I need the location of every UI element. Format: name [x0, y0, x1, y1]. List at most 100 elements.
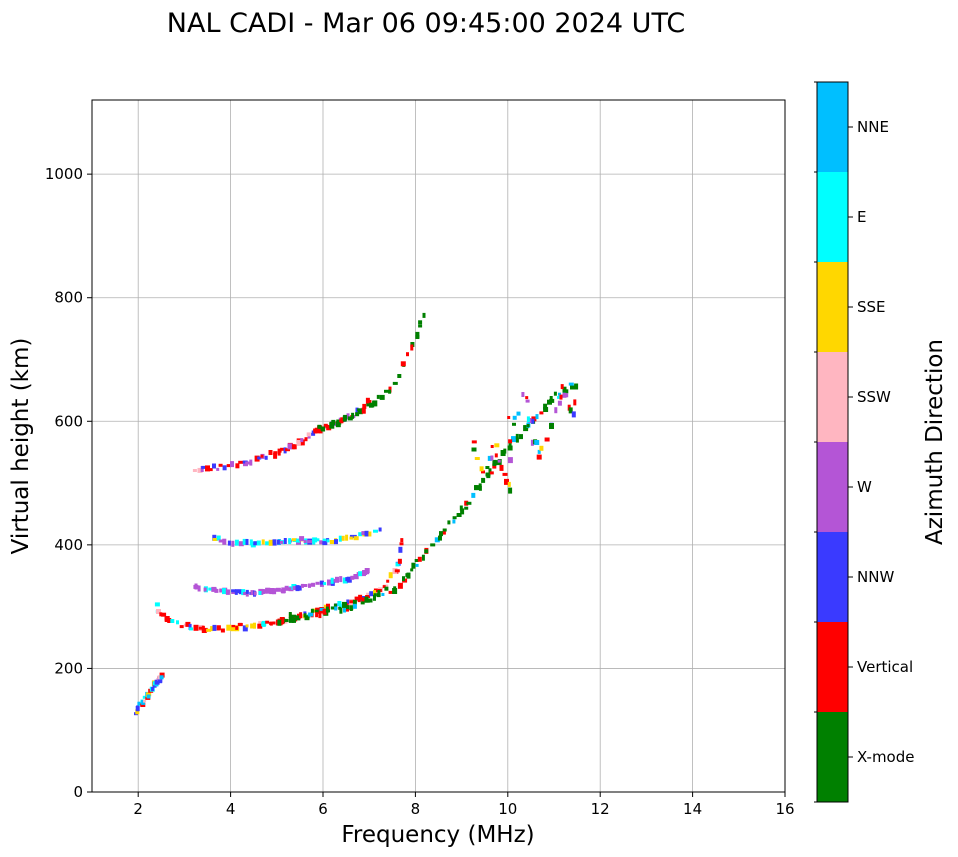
echo-point: [536, 454, 542, 460]
echo-point: [508, 487, 513, 494]
echo-point: [310, 608, 314, 613]
echo-point: [364, 596, 369, 603]
echo-point: [347, 416, 353, 421]
colorbar-label: Azimuth Direction: [922, 339, 948, 545]
echo-point: [193, 584, 199, 589]
echo-point: [280, 540, 283, 544]
echo-point: [516, 411, 521, 416]
echo-point: [526, 424, 530, 427]
echo-point: [226, 464, 231, 468]
echo-point: [351, 412, 355, 419]
echo-point: [478, 485, 482, 491]
echo-point: [421, 554, 425, 561]
echo-point: [557, 395, 561, 399]
echo-point: [519, 434, 523, 440]
echo-point: [504, 478, 509, 485]
echo-point: [549, 423, 554, 429]
echo-point: [335, 576, 339, 583]
echo-point: [362, 403, 367, 409]
echo-point: [415, 331, 420, 338]
echo-point: [273, 452, 278, 459]
x-tick-label: 2: [133, 800, 143, 818]
echo-point: [471, 447, 477, 452]
echo-point: [206, 628, 212, 632]
echo-point: [515, 437, 519, 443]
colorbar-segment: [817, 262, 848, 352]
echo-point: [205, 465, 210, 472]
y-tick-label: 200: [54, 659, 83, 677]
trace-3: [212, 527, 382, 548]
echo-point: [295, 538, 300, 543]
echo-point: [368, 598, 373, 603]
echo-point: [459, 505, 463, 511]
echo-point: [307, 540, 313, 544]
echo-point: [368, 531, 372, 537]
echo-point: [422, 312, 426, 318]
echo-point: [456, 513, 462, 517]
echo-point: [326, 539, 330, 543]
echo-point: [245, 589, 249, 594]
echo-point: [471, 492, 476, 498]
echo-point: [418, 324, 423, 328]
echo-point: [525, 399, 530, 403]
echo-point: [338, 535, 342, 542]
echo-point: [304, 615, 310, 621]
trace-1: [277, 382, 579, 626]
echo-point: [349, 536, 354, 540]
colorbar-category-label: SSW: [857, 388, 891, 406]
echo-point: [179, 625, 184, 629]
echo-point: [568, 382, 574, 386]
colorbar-segment: [817, 172, 848, 262]
echo-point: [292, 617, 296, 623]
echo-point: [343, 607, 346, 613]
echo-point: [406, 352, 409, 357]
echo-point: [277, 451, 281, 456]
echo-point: [329, 540, 335, 544]
echo-point: [360, 601, 365, 605]
echo-point: [211, 586, 217, 592]
colorbar-segment: [817, 712, 848, 802]
echo-point: [261, 589, 265, 594]
echo-point: [235, 625, 239, 630]
echo-point: [253, 622, 256, 629]
echo-point: [336, 419, 342, 425]
echo-point: [508, 439, 513, 444]
x-tick-label: 10: [498, 800, 517, 818]
echo-point: [526, 416, 530, 423]
echo-point: [242, 625, 248, 632]
echo-point: [311, 432, 316, 436]
echo-point: [170, 619, 175, 623]
echo-point: [574, 383, 579, 390]
colorbar-category-label: X-mode: [857, 748, 914, 766]
echo-point: [188, 623, 192, 630]
echo-point: [296, 439, 302, 446]
colorbar-segment: [817, 532, 848, 622]
echo-point: [507, 457, 513, 464]
echo-point: [253, 591, 257, 596]
echo-point: [515, 433, 519, 439]
echo-point: [319, 607, 325, 611]
echo-point: [364, 530, 369, 535]
echo-point: [284, 585, 289, 591]
echo-point: [384, 389, 389, 393]
echo-point: [558, 392, 561, 396]
echo-point: [474, 457, 480, 460]
echo-point: [369, 402, 373, 408]
y-tick-label: 400: [54, 536, 83, 554]
echo-point: [292, 586, 298, 591]
echo-point: [234, 539, 239, 546]
echo-point: [249, 459, 253, 466]
echo-point: [414, 559, 419, 562]
echo-point: [330, 606, 335, 610]
echo-point: [405, 573, 410, 578]
echo-point: [272, 588, 277, 595]
echo-point: [307, 583, 313, 587]
echo-point: [245, 624, 249, 628]
y-axis-ticks: 0 200 400 600 800 1000: [45, 165, 92, 801]
colorbar-category-label: NNW: [857, 568, 894, 586]
echo-point: [146, 692, 152, 697]
echo-point: [358, 571, 363, 577]
echo-point: [345, 534, 349, 541]
echo-point: [319, 580, 324, 585]
